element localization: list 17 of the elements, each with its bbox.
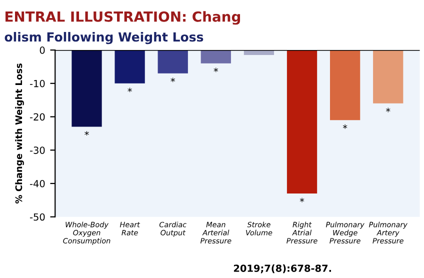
- chart-title: ENTRAL ILLUSTRATION: Chang: [6, 11, 240, 25]
- y-tick-label: -10: [30, 80, 45, 88]
- y-tick-label: -30: [30, 146, 45, 154]
- y-tick-label: -50: [30, 213, 45, 221]
- y-tick-label: -20: [30, 113, 45, 121]
- annotation: *: [214, 68, 218, 72]
- annotation: *: [128, 88, 132, 92]
- annotation: *: [300, 198, 304, 202]
- annotation: *: [170, 78, 176, 82]
- annotation: *: [386, 108, 390, 112]
- annotation: *: [84, 131, 89, 136]
- y-tick-label: -40: [30, 180, 45, 188]
- y-tick-label: 0: [40, 46, 45, 54]
- chart-subtitle: olism Following Weight Loss: [4, 32, 204, 44]
- text: 2019;7(8):678-87.: [234, 264, 332, 274]
- annotation: *: [342, 124, 348, 129]
- y-axis-title: % Change with Weight Loss: [15, 64, 24, 204]
